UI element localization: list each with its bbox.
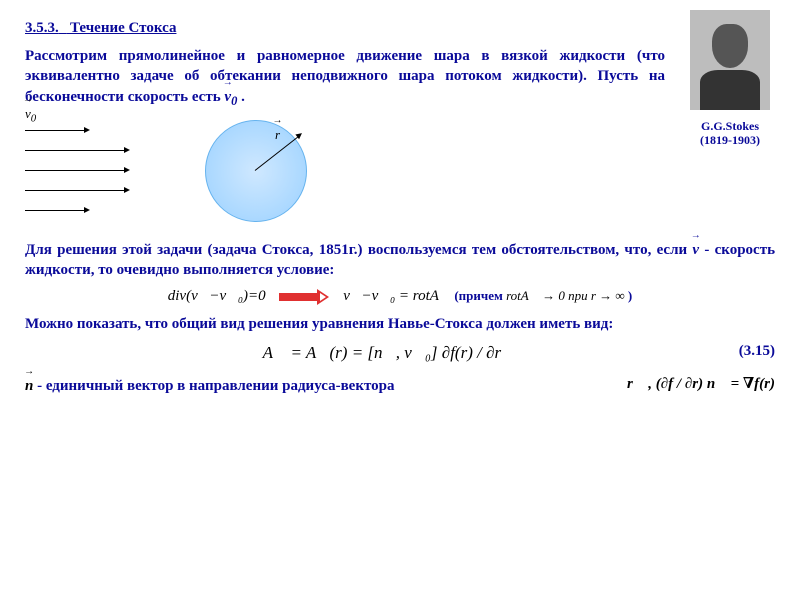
stokes-portrait [690, 10, 770, 110]
implies-arrow-icon [279, 290, 329, 304]
eq-number: (3.15) [739, 343, 775, 360]
formula-A: A⃗ = A⃗(r) = [n⃗, v⃗₀] ∂f(r) / ∂r (3.15) [25, 343, 775, 363]
flow-lines: v0 [25, 120, 145, 220]
div-eq: div(v⃗−v⃗₀)=0 [168, 288, 266, 304]
portrait-container: G.G.Stokes (1819-1903) [685, 10, 775, 148]
r-label: r [275, 125, 280, 143]
flowline [25, 150, 125, 151]
paragraph-4: n - единичный вектор в направлении радиу… [25, 375, 775, 397]
sphere [205, 120, 307, 222]
intro-period: . [241, 89, 245, 105]
para2-before: Для решения этой задачи (задача Стокса, … [25, 242, 692, 258]
flowline [25, 210, 85, 211]
section-number: 3.5.3. [25, 20, 59, 36]
para4-text: - единичный вектор в направлении радиуса… [37, 378, 394, 394]
v0-label: v0 [25, 104, 36, 125]
paragraph-3: Можно показать, что общий вид решения ур… [25, 315, 775, 335]
v0-symbol: v0 [224, 89, 241, 105]
para4-tail: r⃗ , (∂f / ∂r) n⃗ = ∇f(r) [627, 375, 775, 395]
paragraph-2: Для решения этой задачи (задача Стокса, … [25, 239, 775, 280]
eq-A: A⃗ = A⃗(r) = [n⃗, v⃗₀] ∂f(r) / ∂r [263, 343, 501, 362]
intro-text: Рассмотрим прямолинейное и равномерное д… [25, 48, 665, 105]
n-symbol: n [25, 378, 37, 394]
portrait-caption: G.G.Stokes (1819-1903) [685, 119, 775, 148]
rot-eq: v⃗−v⃗₀ = rotA⃗ [343, 288, 450, 304]
formula-divergence: div(v⃗−v⃗₀)=0 v⃗−v⃗₀ = rotA⃗ (причем rot… [25, 288, 775, 305]
flowline [25, 170, 125, 171]
section-title: 3.5.3. Течение Стокса [25, 20, 775, 37]
flowline [25, 190, 125, 191]
sphere-container: r [205, 115, 335, 225]
section-name: Течение Стокса [70, 20, 176, 36]
stokes-diagram: v0 r [25, 115, 775, 225]
rot-note: (причем rotA⃗ → 0 при r → ∞ ) [454, 288, 632, 303]
v-symbol: v [692, 242, 704, 258]
portrait-years: (1819-1903) [700, 133, 760, 147]
flowline [25, 130, 85, 131]
portrait-name: G.G.Stokes [701, 119, 759, 133]
intro-paragraph: Рассмотрим прямолинейное и равномерное д… [25, 47, 775, 109]
